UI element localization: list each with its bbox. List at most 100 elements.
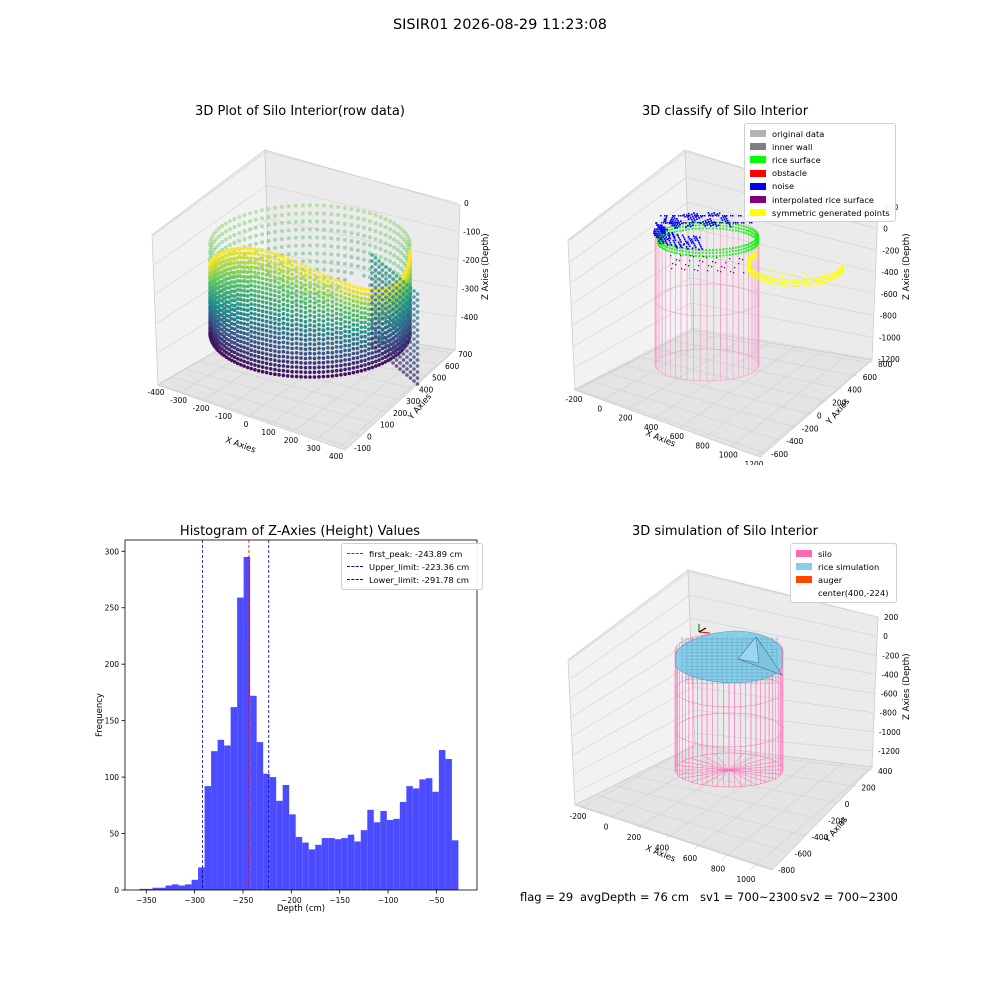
plot2-point bbox=[677, 235, 679, 237]
plot1-point bbox=[351, 313, 356, 317]
plot2-point bbox=[749, 222, 751, 224]
plot2-point bbox=[679, 246, 681, 249]
plot1-point bbox=[268, 348, 273, 352]
plot1-point bbox=[230, 289, 234, 293]
plot2-zlabel: Z Axies (Depth) bbox=[902, 233, 912, 300]
plot1-point bbox=[401, 245, 406, 250]
plot2-point bbox=[716, 257, 718, 259]
plot1-point bbox=[336, 261, 341, 265]
plot1-point bbox=[415, 382, 420, 386]
plot1-point bbox=[277, 317, 281, 322]
plot1-point bbox=[273, 279, 277, 284]
plot1-point bbox=[285, 331, 290, 336]
plot1-point bbox=[285, 275, 290, 280]
plot2-point bbox=[698, 224, 701, 227]
plot1-point bbox=[214, 237, 219, 242]
plot2-point bbox=[685, 226, 687, 229]
plot1-point bbox=[273, 372, 277, 376]
plot4-legend-item: silo bbox=[796, 547, 891, 560]
histogram-bar bbox=[146, 888, 153, 890]
plot1-point bbox=[242, 364, 246, 368]
plot1-point bbox=[355, 208, 360, 213]
plot1-point bbox=[343, 353, 347, 357]
plot1-point bbox=[253, 298, 257, 302]
plot2-point bbox=[838, 268, 841, 270]
plot2-point bbox=[751, 268, 754, 271]
plot2-point bbox=[709, 223, 711, 225]
plot2-point bbox=[825, 277, 828, 280]
plot1-point bbox=[245, 289, 250, 294]
plot2-point bbox=[712, 255, 714, 258]
plot1-point bbox=[260, 314, 265, 318]
plot2-point bbox=[658, 244, 660, 247]
plot1-point bbox=[290, 318, 294, 323]
plot1-point bbox=[290, 360, 294, 365]
plot1-point bbox=[281, 288, 286, 292]
plot1-xlabel: X Axies bbox=[224, 435, 257, 455]
plot1-point bbox=[384, 331, 388, 335]
plot2-point bbox=[707, 270, 709, 272]
plot2-point bbox=[841, 265, 844, 268]
plot1-point bbox=[363, 363, 367, 367]
plot1-point bbox=[235, 324, 240, 329]
plot1-point bbox=[367, 302, 371, 307]
plot2-point bbox=[751, 259, 753, 262]
plot1-point bbox=[281, 359, 286, 363]
plot1-point bbox=[408, 292, 413, 296]
plot1-point bbox=[277, 281, 281, 285]
plot2-point bbox=[753, 252, 756, 254]
plot1-point bbox=[398, 319, 402, 323]
plot1-point bbox=[334, 359, 339, 363]
plot1-point bbox=[398, 343, 402, 347]
plot1-point bbox=[277, 299, 281, 304]
plot2-point bbox=[696, 237, 698, 240]
plot2-legend-label: rice surface bbox=[772, 154, 821, 165]
p2-xtick-label: 600 bbox=[670, 432, 685, 441]
plot1-point bbox=[351, 294, 356, 298]
plot2-point bbox=[827, 274, 830, 276]
p2-ytick-label: 200 bbox=[832, 399, 847, 408]
plot1-point bbox=[363, 297, 367, 301]
plot1-point bbox=[321, 323, 326, 328]
plot1-point bbox=[242, 260, 246, 265]
plot2-point bbox=[684, 240, 687, 243]
plot2-point bbox=[749, 230, 752, 233]
plot2-point bbox=[732, 229, 734, 232]
plot2-point bbox=[753, 272, 755, 275]
plot1-point bbox=[242, 350, 246, 354]
plot1-point bbox=[351, 351, 356, 356]
plot2-point bbox=[682, 244, 685, 246]
plot2-point bbox=[749, 248, 752, 251]
plot1-point bbox=[224, 332, 229, 336]
histogram-ytick-label: 50 bbox=[109, 830, 119, 839]
plot2-point bbox=[671, 247, 673, 250]
plot1-point bbox=[339, 340, 343, 345]
plot2-point bbox=[791, 284, 793, 287]
p4-ytick-label: 200 bbox=[861, 784, 876, 793]
plot1-point bbox=[214, 245, 219, 250]
plot2-legend-item: rice surface bbox=[750, 153, 890, 166]
plot1-point bbox=[377, 349, 381, 353]
histogram-bar bbox=[406, 786, 413, 890]
plot2-point bbox=[810, 284, 813, 286]
plot2-point bbox=[800, 281, 803, 284]
plot2-point bbox=[728, 247, 731, 250]
plot1-point bbox=[330, 360, 335, 364]
plot2-point bbox=[753, 258, 756, 260]
plot1-point bbox=[377, 277, 381, 281]
plot1-point bbox=[232, 270, 237, 275]
plot2-point bbox=[812, 283, 815, 286]
plot1-point bbox=[230, 340, 234, 344]
plot1-point bbox=[363, 353, 367, 358]
histogram-bar bbox=[256, 742, 264, 890]
plot2-point bbox=[732, 222, 734, 225]
plot1-point bbox=[299, 290, 303, 295]
plot2-point bbox=[674, 239, 677, 242]
plot2-point bbox=[673, 227, 676, 230]
plot2-point bbox=[803, 281, 806, 284]
plot3-histogram: −350 −300 −250 −200 −150 −100 −50 050100150200… bbox=[95, 539, 478, 914]
plot1-point bbox=[235, 338, 240, 343]
plot1-point bbox=[249, 357, 253, 362]
plot2-point bbox=[728, 254, 731, 256]
